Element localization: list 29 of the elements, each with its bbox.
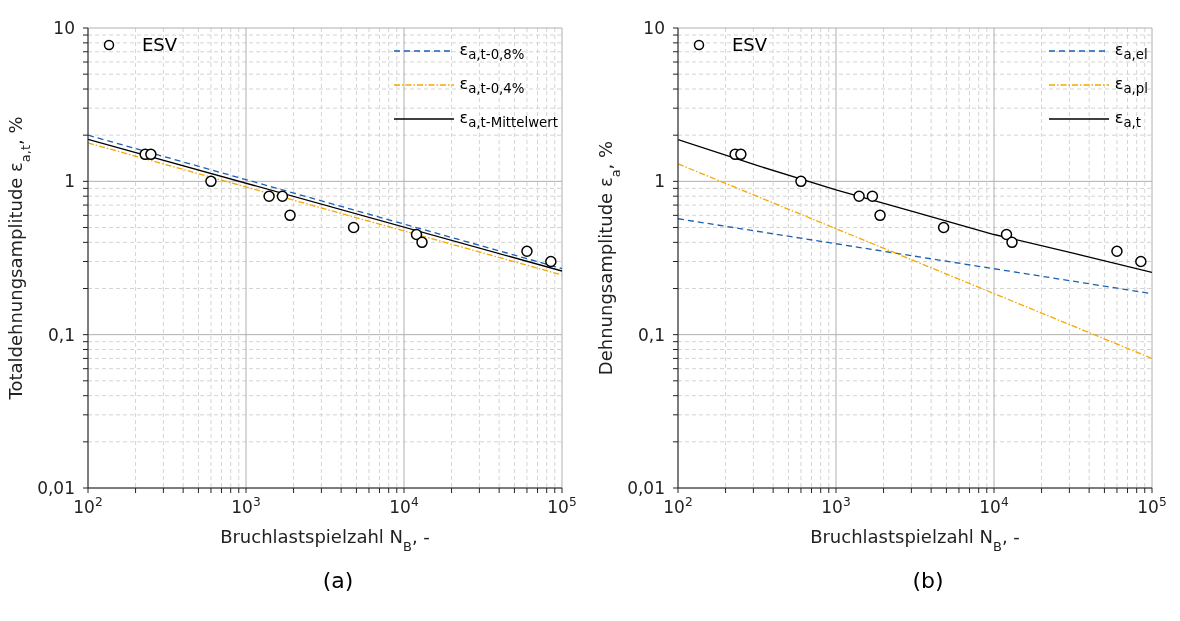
y-tick-label: 1 xyxy=(64,171,75,192)
y-tick-label: 0,01 xyxy=(627,478,665,498)
x-axis-title: Bruchlastspielzahl N$_{B}$, - xyxy=(220,526,430,554)
legend-label: ε$_{a,t-0,4%}$ xyxy=(459,73,525,97)
x-tick-label: 10$^{5}$ xyxy=(547,495,577,517)
x-tick-label: 10$^{4}$ xyxy=(389,495,419,517)
y-tick-label: 1 xyxy=(654,171,665,192)
x-tick-label: 10$^{2}$ xyxy=(73,495,103,517)
legend-label: ε$_{a,t}$ xyxy=(1114,107,1142,131)
text: (b) xyxy=(911,568,945,593)
legend-label: ε$_{a,t-Mittelwert}$ xyxy=(459,107,558,131)
legend-label: ε$_{a,pl}$ xyxy=(1114,73,1148,97)
x-tick-label: 10$^{4}$ xyxy=(979,495,1009,517)
y-tick-label: 0,1 xyxy=(47,324,75,345)
y-tick-label: 0,01 xyxy=(37,478,75,498)
legend-label: ε$_{a,t-0,8%}$ xyxy=(459,39,525,63)
x-tick-label: 10$^{3}$ xyxy=(231,495,261,517)
legend-label: ESV xyxy=(142,34,178,55)
x-axis-title: Bruchlastspielzahl N$_{B}$, - xyxy=(810,526,1020,554)
y-tick-label: 0,1 xyxy=(637,324,665,345)
x-tick-label: 10$^{5}$ xyxy=(1137,495,1167,517)
x-tick-label: 10$^{3}$ xyxy=(821,495,851,517)
line-series xyxy=(678,139,1152,273)
y-tick-label: 10 xyxy=(53,18,75,38)
y-tick-label: 10 xyxy=(643,18,665,38)
x-tick-label: 10$^{2}$ xyxy=(663,495,693,517)
legend-label: ESV xyxy=(732,34,768,55)
legend-label: ε$_{a,el}$ xyxy=(1114,39,1148,63)
text: (a) xyxy=(321,568,355,593)
